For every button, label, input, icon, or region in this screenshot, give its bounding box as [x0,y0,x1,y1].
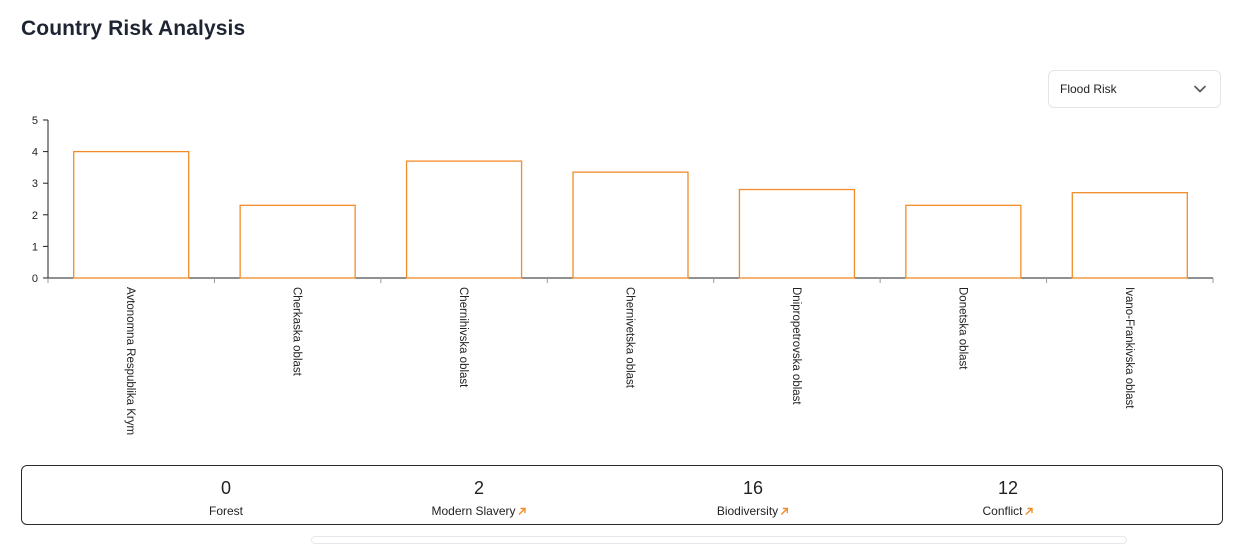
x-tick-label: Dnipropetrovska oblast [790,287,802,405]
y-tick-label: 0 [32,273,38,285]
bar [572,171,689,279]
bar [738,188,856,279]
stat-forest-label-text: Forest [208,504,244,518]
stat-conflict-link[interactable]: Conflict [982,504,1033,518]
bottom-panel-edge [311,536,1127,544]
bar [73,150,190,279]
stat-modern-slavery: 2 Modern Slavery [431,474,526,520]
x-tick-label: Ivano-Frankivska oblast [1123,287,1135,409]
x-tick-label: Donetska oblast [956,287,968,370]
stat-biodiversity: 16 Biodiversity [717,474,789,520]
stat-modern-slavery-link[interactable]: Modern Slavery [431,504,526,518]
x-tick-label: Avtonomna Respublika Krym [124,287,136,435]
external-link-icon [1025,507,1033,515]
stat-forest-label: Forest [209,504,243,518]
risk-type-select-value: Flood Risk [1060,82,1117,96]
bar [905,204,1022,279]
y-tick-label: 5 [32,115,38,127]
stat-biodiversity-label: Biodiversity [716,504,779,518]
x-tick-label: Chernihivska oblast [457,287,469,388]
page-title: Country Risk Analysis [21,17,246,40]
y-tick-label: 1 [32,241,38,253]
stat-forest: 0 Forest [209,474,243,520]
stat-modern-slavery-label: Modern Slavery [431,504,516,518]
stat-modern-slavery-value: 2 [473,478,485,498]
risk-bar-chart: 0 1 2 3 4 5 Avtonomna Respublika Krym Cherkaska… [32,115,1214,435]
external-link-icon [781,507,789,515]
bar [1071,192,1188,279]
x-tick-label: Cherkaska oblast [291,287,303,377]
y-tick-label: 3 [32,178,38,190]
risk-summary-panel: 0 Forest 2 Modern Slavery 16 Biodiversit… [21,465,1223,525]
bar [405,160,523,279]
stat-conflict-label: Conflict [982,504,1023,518]
stat-biodiversity-value: 16 [742,478,764,498]
risk-type-select[interactable]: Flood Risk [1048,70,1221,108]
stat-conflict: 12 Conflict [982,474,1033,520]
y-tick-label: 4 [32,147,38,159]
y-tick-label: 2 [32,210,38,222]
stat-conflict-value: 12 [997,478,1019,498]
stat-forest-value: 0 [220,478,232,498]
bar [239,204,356,279]
x-tick-label: Chernivetska oblast [624,287,636,389]
chevron-down-icon [1194,85,1206,93]
stat-biodiversity-link[interactable]: Biodiversity [717,504,789,518]
external-link-icon [518,507,526,515]
